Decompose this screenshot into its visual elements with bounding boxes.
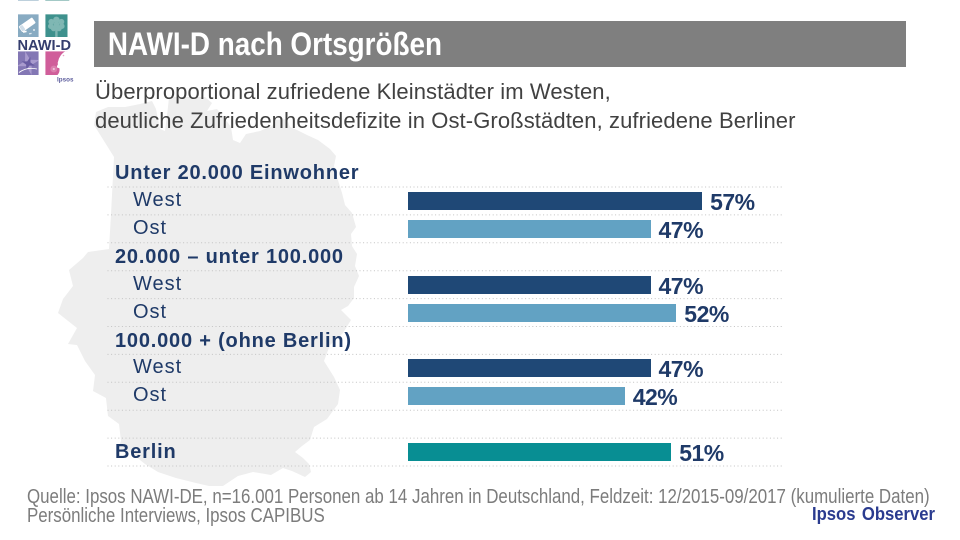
svg-text:Ipsos: Ipsos xyxy=(57,76,74,83)
svg-text:NAWI-D: NAWI-D xyxy=(18,37,72,54)
